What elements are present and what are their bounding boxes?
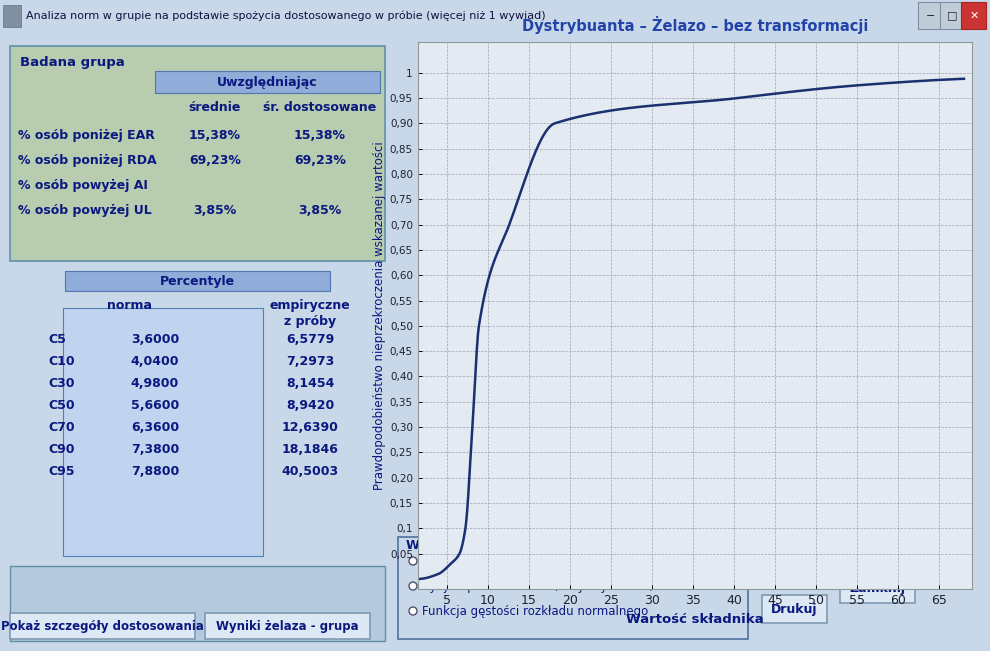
- Text: Funkcja gęstości rozkładu normalnego: Funkcja gęstości rozkładu normalnego: [422, 605, 648, 618]
- Text: 3,85%: 3,85%: [193, 204, 237, 217]
- Text: śr. dostosowane: śr. dostosowane: [263, 101, 376, 114]
- Text: Prawdopodobieństwo nieprzekroczenia (dystrybuanta): Prawdopodobieństwo nieprzekroczenia (dys…: [422, 555, 744, 568]
- Text: % osób poniżej RDA: % osób poniżej RDA: [18, 154, 156, 167]
- Text: 40,5003: 40,5003: [281, 465, 339, 478]
- Bar: [10, 566, 385, 641]
- Circle shape: [409, 607, 417, 615]
- Text: Badana grupa: Badana grupa: [20, 56, 125, 69]
- Text: 8,1454: 8,1454: [286, 377, 335, 390]
- Text: 3,85%: 3,85%: [298, 204, 342, 217]
- Text: Analiza norm w grupie na podstawie spożycia dostosowanego w próbie (więcej niż 1: Analiza norm w grupie na podstawie spoży…: [26, 10, 545, 21]
- Text: średnie: średnie: [189, 101, 242, 114]
- Text: 3,6000: 3,6000: [131, 333, 179, 346]
- Bar: [398, 537, 748, 639]
- Text: norma: norma: [108, 299, 152, 312]
- Text: C95: C95: [48, 465, 74, 478]
- Text: ✕: ✕: [969, 10, 979, 21]
- Text: Wyniki żelaza - grupa: Wyniki żelaza - grupa: [216, 620, 358, 633]
- Text: Ryzyko przekroczenia (1-dystrybuanta): Ryzyko przekroczenia (1-dystrybuanta): [422, 579, 653, 592]
- Text: Pokaż szczegóły dostosowania: Pokaż szczegóły dostosowania: [1, 620, 204, 633]
- Bar: [762, 595, 827, 623]
- Text: 8,9420: 8,9420: [286, 399, 335, 412]
- Text: 7,2973: 7,2973: [286, 355, 335, 368]
- Bar: [940, 3, 964, 29]
- Title: Dystrybuanta – Żelazo – bez transformacji: Dystrybuanta – Żelazo – bez transformacj…: [522, 16, 868, 35]
- X-axis label: Wartość składnika: Wartość składnika: [626, 613, 764, 626]
- Text: 7,8800: 7,8800: [131, 465, 179, 478]
- Text: 69,23%: 69,23%: [189, 154, 241, 167]
- Text: z próby: z próby: [284, 315, 336, 328]
- Bar: [155, 71, 380, 93]
- Text: 18,1846: 18,1846: [281, 443, 339, 456]
- Text: % osób poniżej EAR: % osób poniżej EAR: [18, 129, 154, 142]
- Text: 12,6390: 12,6390: [281, 421, 339, 434]
- Text: C50: C50: [48, 399, 74, 412]
- Text: Percentyle: Percentyle: [159, 275, 235, 288]
- Text: % osób powyżej AI: % osób powyżej AI: [18, 179, 148, 192]
- Text: 15,38%: 15,38%: [294, 129, 346, 142]
- Circle shape: [409, 582, 417, 590]
- Bar: [10, 613, 195, 639]
- Text: C90: C90: [48, 443, 74, 456]
- Bar: [3, 5, 21, 27]
- Text: empiryczne: empiryczne: [269, 299, 350, 312]
- Text: □: □: [947, 10, 957, 21]
- Y-axis label: Prawdopodobieństwo nieprzekroczenia wskazanej wartości: Prawdopodobieństwo nieprzekroczenia wska…: [372, 141, 386, 490]
- Text: Wybierz wykres: Wybierz wykres: [406, 539, 517, 552]
- Text: C30: C30: [48, 377, 74, 390]
- Text: Drukuj: Drukuj: [771, 603, 818, 615]
- Text: 6,5779: 6,5779: [286, 333, 335, 346]
- Bar: [205, 613, 370, 639]
- Text: C70: C70: [48, 421, 74, 434]
- Text: 4,9800: 4,9800: [131, 377, 179, 390]
- Text: C10: C10: [48, 355, 74, 368]
- Bar: [961, 3, 986, 29]
- Bar: [918, 3, 942, 29]
- Bar: [840, 573, 915, 603]
- Text: 15,38%: 15,38%: [189, 129, 241, 142]
- Bar: [63, 308, 263, 556]
- Circle shape: [409, 557, 417, 565]
- Text: 4,0400: 4,0400: [131, 355, 179, 368]
- Text: C5: C5: [48, 333, 66, 346]
- Text: Uwzględniając: Uwzględniając: [217, 76, 318, 89]
- Bar: [762, 555, 827, 583]
- Text: −: −: [926, 10, 936, 21]
- Text: 69,23%: 69,23%: [294, 154, 346, 167]
- Bar: [65, 271, 330, 291]
- Text: 5,6600: 5,6600: [131, 399, 179, 412]
- Text: 6,3600: 6,3600: [131, 421, 179, 434]
- Bar: [10, 46, 385, 261]
- Text: Zapisz: Zapisz: [772, 562, 817, 575]
- Text: % osób powyżej UL: % osób powyżej UL: [18, 204, 151, 217]
- Text: 7,3800: 7,3800: [131, 443, 179, 456]
- Text: Zamknij: Zamknij: [849, 581, 906, 594]
